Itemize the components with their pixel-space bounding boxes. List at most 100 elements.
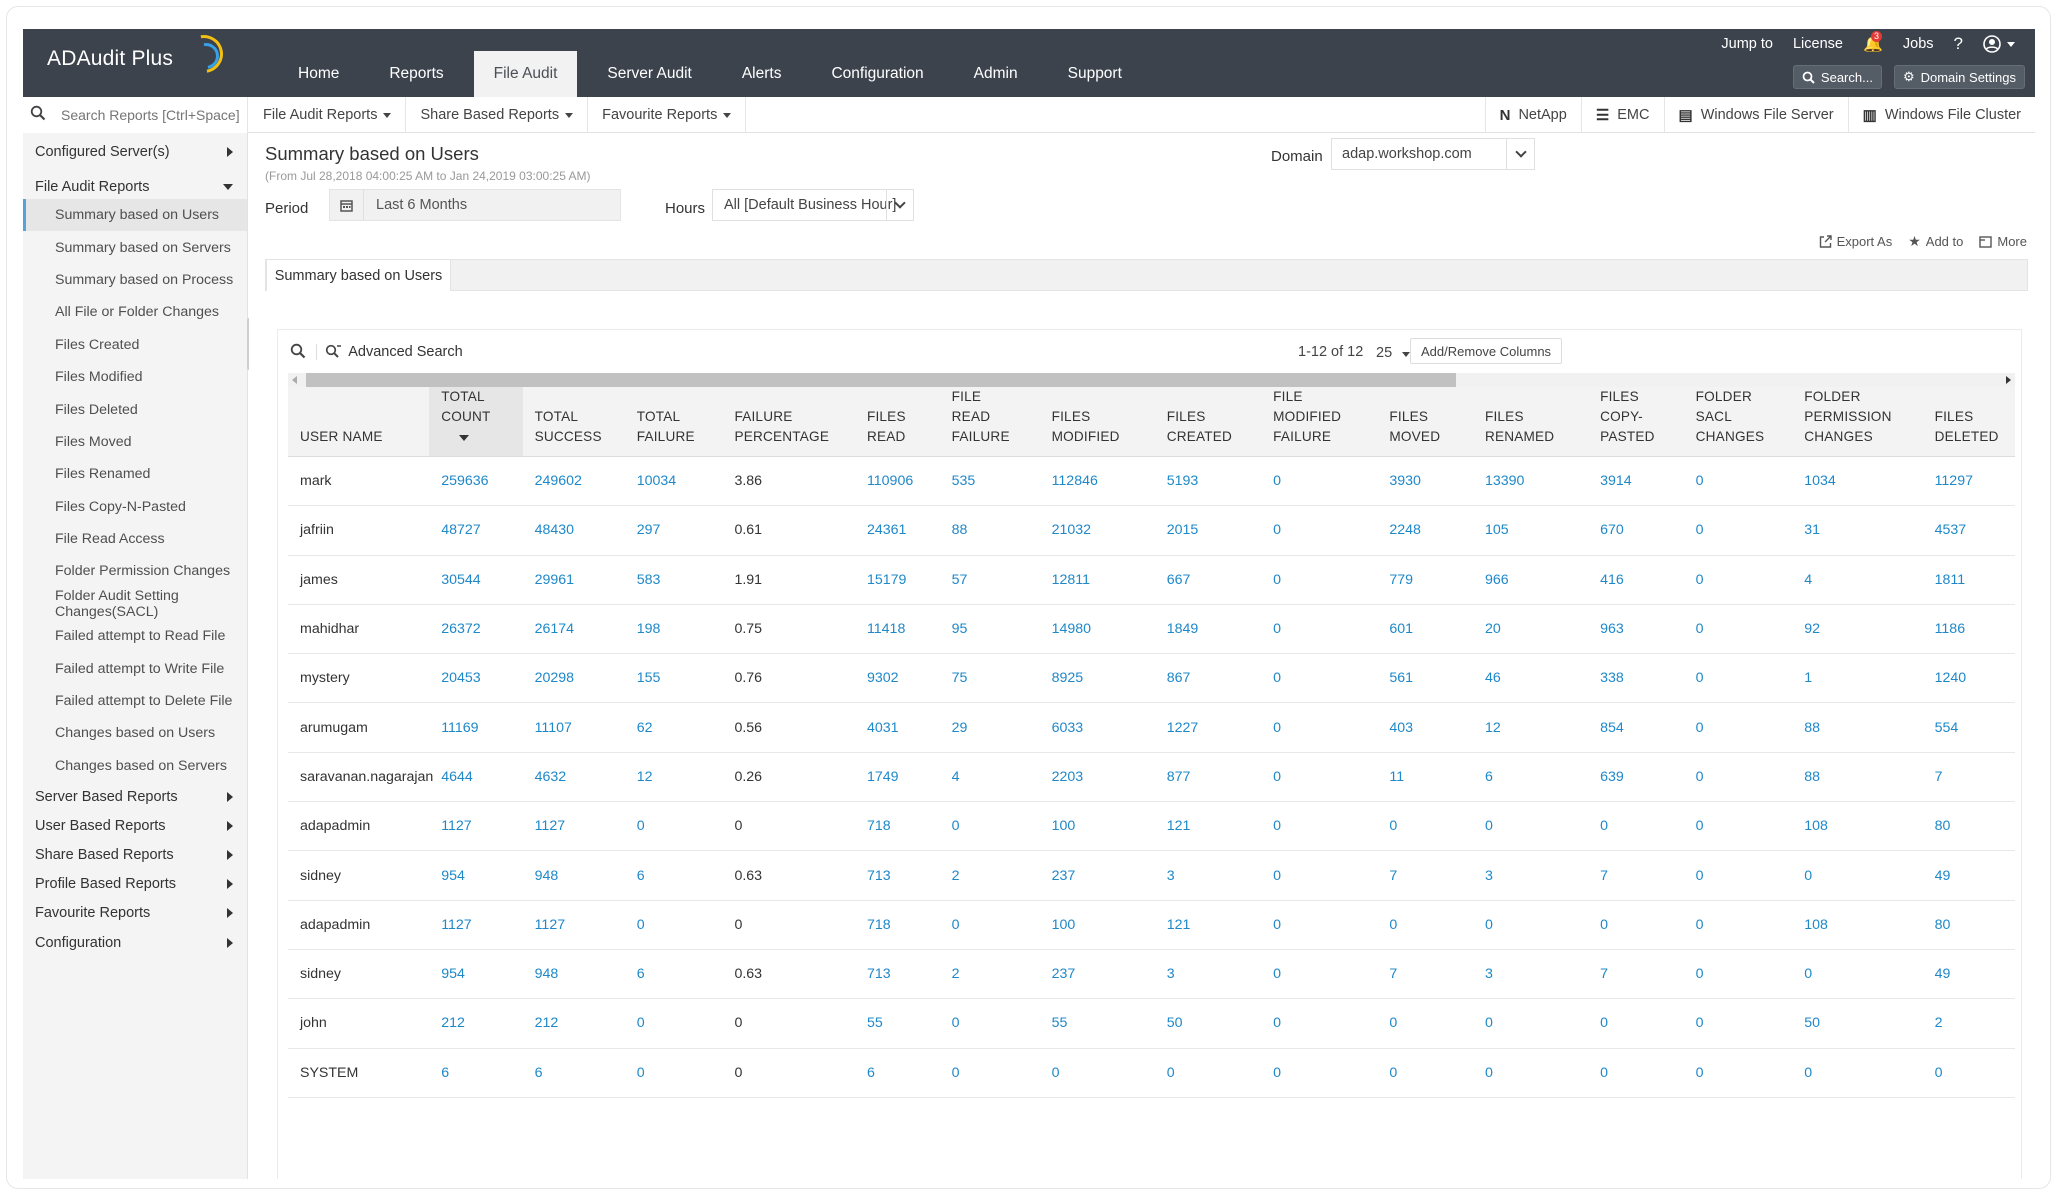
count-link[interactable]: 954 <box>429 949 523 1000</box>
add-remove-columns-button[interactable]: Add/Remove Columns <box>1410 338 1563 364</box>
count-link[interactable]: 26372 <box>429 604 523 655</box>
count-link[interactable]: 0 <box>1261 752 1378 803</box>
logo[interactable]: ADAudit Plus <box>47 29 231 81</box>
count-link[interactable]: 57 <box>939 555 1040 605</box>
count-link[interactable]: 0 <box>1683 555 1793 605</box>
count-link[interactable]: 1127 <box>429 900 523 950</box>
menu-share-based-reports[interactable]: Share Based Reports <box>406 97 589 133</box>
count-link[interactable]: 1127 <box>429 801 523 852</box>
sidebar-item-folder-audit-setting-changes-sacl[interactable]: Folder Audit Setting Changes(SACL) <box>55 587 179 620</box>
count-link[interactable]: 6033 <box>1039 702 1155 753</box>
advanced-search-button[interactable]: Advanced Search <box>316 344 463 360</box>
sidebar-item-folder-permission-changes[interactable]: Folder Permission Changes <box>55 563 231 580</box>
count-link[interactable]: 0 <box>1377 998 1473 1049</box>
count-link[interactable]: 0 <box>1683 949 1793 1000</box>
count-link[interactable]: 112846 <box>1039 456 1155 507</box>
jump-to-link[interactable]: Jump to <box>1721 36 1773 52</box>
count-link[interactable]: 108 <box>1792 801 1923 852</box>
count-link[interactable]: 0 <box>1261 456 1378 507</box>
column-header-user-name[interactable]: USER NAME <box>288 387 430 457</box>
column-header-files-copy-pasted[interactable]: FILES COPY- PASTED <box>1588 387 1684 457</box>
count-link[interactable]: 4 <box>1792 555 1923 605</box>
scrollbar-thumb[interactable] <box>306 373 1456 387</box>
count-link[interactable]: 4644 <box>429 752 523 803</box>
count-link[interactable]: 948 <box>522 850 625 901</box>
license-link[interactable]: License <box>1792 36 1843 52</box>
add-to-button[interactable]: ★ Add to <box>1908 233 1963 250</box>
count-link[interactable]: 20 <box>1472 604 1589 655</box>
scroll-left-icon[interactable] <box>292 376 297 384</box>
count-link[interactable]: 3930 <box>1377 456 1473 507</box>
count-link[interactable]: 0 <box>1261 555 1378 605</box>
count-link[interactable]: 3 <box>1154 850 1262 901</box>
count-link[interactable]: 6 <box>854 1048 940 1098</box>
count-link[interactable]: 237 <box>1039 949 1155 1000</box>
sidebar-section-configuration[interactable]: Configuration <box>23 928 247 957</box>
column-header-total-count[interactable]: TOTAL COUNT <box>429 387 523 457</box>
count-link[interactable]: 713 <box>854 850 940 901</box>
count-link[interactable]: 121 <box>1154 801 1262 852</box>
column-header-files-moved[interactable]: FILES MOVED <box>1377 387 1473 457</box>
count-link[interactable]: 1240 <box>1922 653 2015 704</box>
count-link[interactable]: 0 <box>1683 1048 1793 1098</box>
count-link[interactable]: 338 <box>1588 653 1684 704</box>
count-link[interactable]: 867 <box>1154 653 1262 704</box>
count-link[interactable]: 963 <box>1588 604 1684 655</box>
count-link[interactable]: 554 <box>1922 702 2015 753</box>
count-link[interactable]: 212 <box>522 998 625 1049</box>
menu-favourite-reports[interactable]: Favourite Reports <box>588 97 747 133</box>
count-link[interactable]: 4 <box>939 752 1040 803</box>
count-link[interactable]: 50 <box>1792 998 1923 1049</box>
period-picker[interactable]: Last 6 Months <box>329 189 621 221</box>
count-link[interactable]: 0 <box>1792 1048 1923 1098</box>
count-link[interactable]: 6 <box>429 1048 523 1098</box>
count-link[interactable]: 2015 <box>1154 505 1262 556</box>
count-link[interactable]: 1849 <box>1154 604 1262 655</box>
sidebar-item-summary-based-on-users[interactable]: Summary based on Users <box>23 199 247 232</box>
scroll-right-icon[interactable] <box>2006 376 2011 384</box>
count-link[interactable]: 3 <box>1154 949 1262 1000</box>
count-link[interactable]: 110906 <box>854 456 940 507</box>
count-link[interactable]: 11 <box>1377 752 1473 803</box>
nav-tab-server-audit[interactable]: Server Audit <box>607 65 692 82</box>
vendor-windows-file-server[interactable]: ▤ Windows File Server <box>1663 97 1848 133</box>
column-header-total-failure[interactable]: TOTAL FAILURE <box>624 387 723 457</box>
count-link[interactable]: 7 <box>1588 949 1684 1000</box>
count-link[interactable]: 854 <box>1588 702 1684 753</box>
count-link[interactable]: 561 <box>1377 653 1473 704</box>
count-link[interactable]: 237 <box>1039 850 1155 901</box>
count-link[interactable]: 95 <box>939 604 1040 655</box>
count-link[interactable]: 601 <box>1377 604 1473 655</box>
column-header-files-read[interactable]: FILES READ <box>854 387 940 457</box>
count-link[interactable]: 29 <box>939 702 1040 753</box>
count-link[interactable]: 100 <box>1039 801 1155 852</box>
count-link[interactable]: 0 <box>1261 505 1378 556</box>
count-link[interactable]: 0 <box>939 900 1040 950</box>
count-link[interactable]: 31 <box>1792 505 1923 556</box>
count-link[interactable]: 7 <box>1588 850 1684 901</box>
export-as-button[interactable]: Export As <box>1819 233 1892 250</box>
count-link[interactable]: 0 <box>1683 653 1793 704</box>
count-link[interactable]: 48727 <box>429 505 523 556</box>
column-header-failure-percentage[interactable]: FAILURE PERCENTAGE <box>722 387 855 457</box>
horizontal-scrollbar[interactable] <box>288 373 2015 387</box>
sidebar-item-files-created[interactable]: Files Created <box>55 336 140 353</box>
count-link[interactable]: 55 <box>854 998 940 1049</box>
count-link[interactable]: 0 <box>1377 900 1473 950</box>
count-link[interactable]: 92 <box>1792 604 1923 655</box>
count-link[interactable]: 11297 <box>1922 456 2015 507</box>
count-link[interactable]: 62 <box>624 702 723 753</box>
domain-select[interactable]: adap.workshop.com <box>1331 138 1535 170</box>
count-link[interactable]: 155 <box>624 653 723 704</box>
count-link[interactable]: 198 <box>624 604 723 655</box>
nav-tab-file-audit[interactable]: File Audit <box>473 51 578 97</box>
sidebar-item-files-modified[interactable]: Files Modified <box>55 369 143 386</box>
count-link[interactable]: 670 <box>1588 505 1684 556</box>
count-link[interactable]: 1127 <box>522 801 625 852</box>
count-link[interactable]: 0 <box>624 1048 723 1098</box>
count-link[interactable]: 877 <box>1154 752 1262 803</box>
count-link[interactable]: 718 <box>854 900 940 950</box>
count-link[interactable]: 718 <box>854 801 940 852</box>
count-link[interactable]: 0 <box>1377 801 1473 852</box>
count-link[interactable]: 0 <box>1683 900 1793 950</box>
